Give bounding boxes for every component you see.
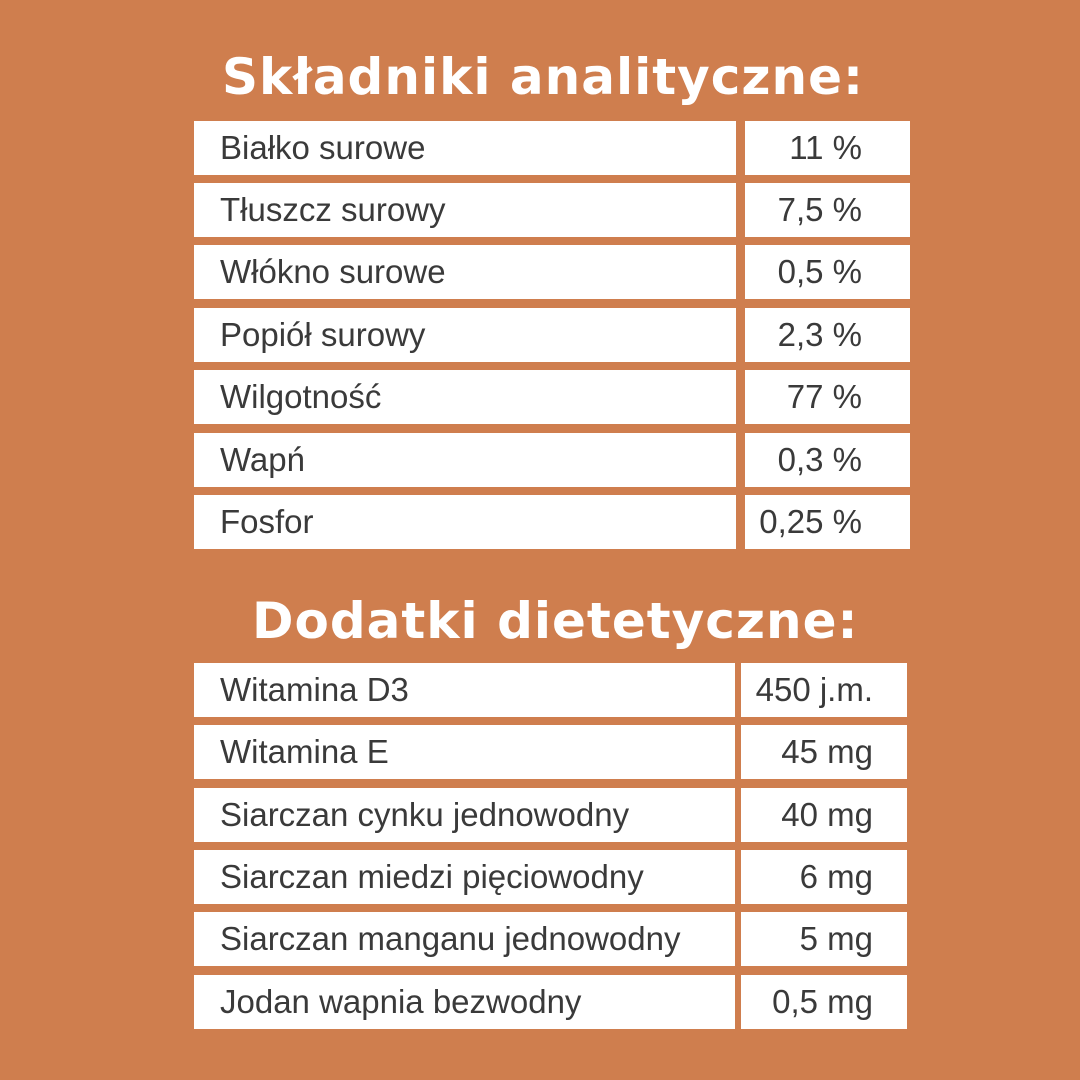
row-value: 450 j.m. [741, 663, 907, 717]
row-label: Fosfor [194, 495, 736, 549]
row-value: 40 mg [741, 788, 907, 842]
row-label: Siarczan miedzi pięciowodny [194, 850, 735, 904]
row-label: Witamina E [194, 725, 735, 779]
row-value: 7,5 % [745, 183, 910, 237]
row-label: Witamina D3 [194, 663, 735, 717]
row-label: Tłuszcz surowy [194, 183, 736, 237]
row-label: Siarczan cynku jednowodny [194, 788, 735, 842]
row-value: 6 mg [741, 850, 907, 904]
row-label: Włókno surowe [194, 245, 736, 299]
row-value: 77 % [745, 370, 910, 424]
row-value: 0,5 % [745, 245, 910, 299]
row-label: Popiół surowy [194, 308, 736, 362]
analytical-title: Składniki analityczne: [222, 48, 864, 106]
row-value: 45 mg [741, 725, 907, 779]
row-label: Wapń [194, 433, 736, 487]
row-value: 11 % [745, 121, 910, 175]
additives-title: Dodatki dietetyczne: [252, 592, 859, 650]
row-value: 2,3 % [745, 308, 910, 362]
row-value: 0,25 % [745, 495, 910, 549]
row-value: 5 mg [741, 912, 907, 966]
row-value: 0,3 % [745, 433, 910, 487]
row-label: Wilgotność [194, 370, 736, 424]
row-label: Jodan wapnia bezwodny [194, 975, 735, 1029]
row-label: Białko surowe [194, 121, 736, 175]
row-value: 0,5 mg [741, 975, 907, 1029]
row-label: Siarczan manganu jednowodny [194, 912, 735, 966]
